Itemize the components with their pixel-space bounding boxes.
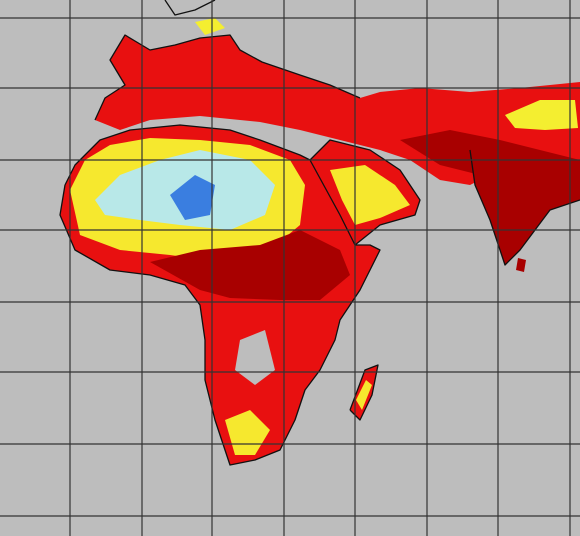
coastline bbox=[94, 34, 361, 121]
coastline bbox=[164, 0, 216, 16]
asia-yellow bbox=[505, 100, 578, 130]
arabia-yellow bbox=[330, 165, 410, 225]
coastline bbox=[349, 364, 379, 421]
coastline bbox=[59, 124, 381, 466]
sahara-cold bbox=[170, 175, 215, 220]
europe-yellow bbox=[195, 18, 225, 35]
south-grey bbox=[235, 330, 275, 385]
sahel bbox=[150, 230, 350, 300]
madagascar-yellow bbox=[356, 380, 372, 410]
coastline bbox=[469, 149, 580, 266]
coastline bbox=[309, 139, 421, 246]
sri-lanka bbox=[516, 258, 526, 272]
